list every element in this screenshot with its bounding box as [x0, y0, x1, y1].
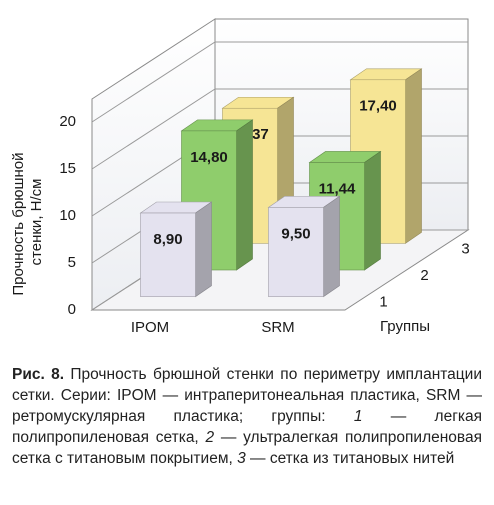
caption-number: 2	[205, 429, 215, 446]
caption-text: — сетка из титановых нитей	[245, 450, 455, 467]
grid-line	[91, 41, 468, 123]
y-label-line: Прочность брюшной	[10, 153, 27, 296]
value-label: 11,44	[319, 180, 356, 197]
bar-side	[195, 201, 212, 298]
series-label: 3	[461, 240, 469, 257]
bar-side	[405, 68, 422, 244]
series-label: 2	[420, 267, 428, 284]
value-label: 8,90	[153, 231, 182, 248]
y-tick-label: 10	[59, 207, 76, 224]
y-label-line: стенки, Н/см	[28, 179, 45, 266]
caption-label: Рис. 8.	[12, 366, 65, 383]
value-label: 14,80	[190, 149, 228, 166]
caption-number: 3	[237, 450, 246, 467]
y-tick-label: 5	[68, 254, 76, 271]
bar-side	[236, 119, 253, 271]
caption-text: — ультралегкая полипропиленовая сетка с …	[12, 429, 482, 467]
bar-group: 8,90	[139, 201, 213, 298]
bar	[140, 212, 196, 297]
y-tick-label: 0	[68, 301, 76, 318]
caption-text: — легкая полипропиленовая сетка,	[12, 408, 482, 446]
y-tick-label: 20	[59, 113, 76, 130]
y-axis-label: Прочность брюшной стенки, Н/см	[10, 148, 45, 295]
bar-side	[323, 195, 340, 298]
caption: Рис. 8. Прочность брюшной стенки по пери…	[12, 364, 482, 469]
value-label: 9,50	[281, 225, 310, 242]
bar-side	[364, 150, 381, 271]
x-tick-label: SRM	[261, 319, 294, 336]
bar-group: 9,50	[267, 195, 341, 298]
series-label: 1	[379, 294, 387, 311]
depth-axis-title: Группы	[380, 318, 430, 335]
x-tick-label: IPOM	[131, 319, 169, 336]
bar	[268, 207, 324, 297]
y-tick-label: 15	[59, 160, 76, 177]
caption-number: 1	[353, 408, 363, 425]
value-label: 17,40	[359, 98, 397, 115]
caption-text: Прочность брюшной стенки по периметру им…	[12, 366, 482, 425]
